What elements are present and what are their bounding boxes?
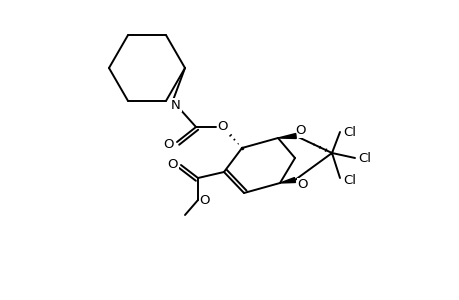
Text: O: O — [168, 158, 178, 172]
Polygon shape — [280, 178, 295, 183]
Text: O: O — [297, 178, 308, 191]
Text: Cl: Cl — [343, 173, 356, 187]
Polygon shape — [277, 134, 296, 139]
Text: O: O — [199, 194, 210, 206]
Text: O: O — [217, 121, 228, 134]
Text: O: O — [295, 124, 306, 137]
Text: Cl: Cl — [358, 152, 371, 164]
Text: N: N — [171, 98, 180, 112]
Text: O: O — [163, 137, 174, 151]
Text: Cl: Cl — [343, 125, 356, 139]
